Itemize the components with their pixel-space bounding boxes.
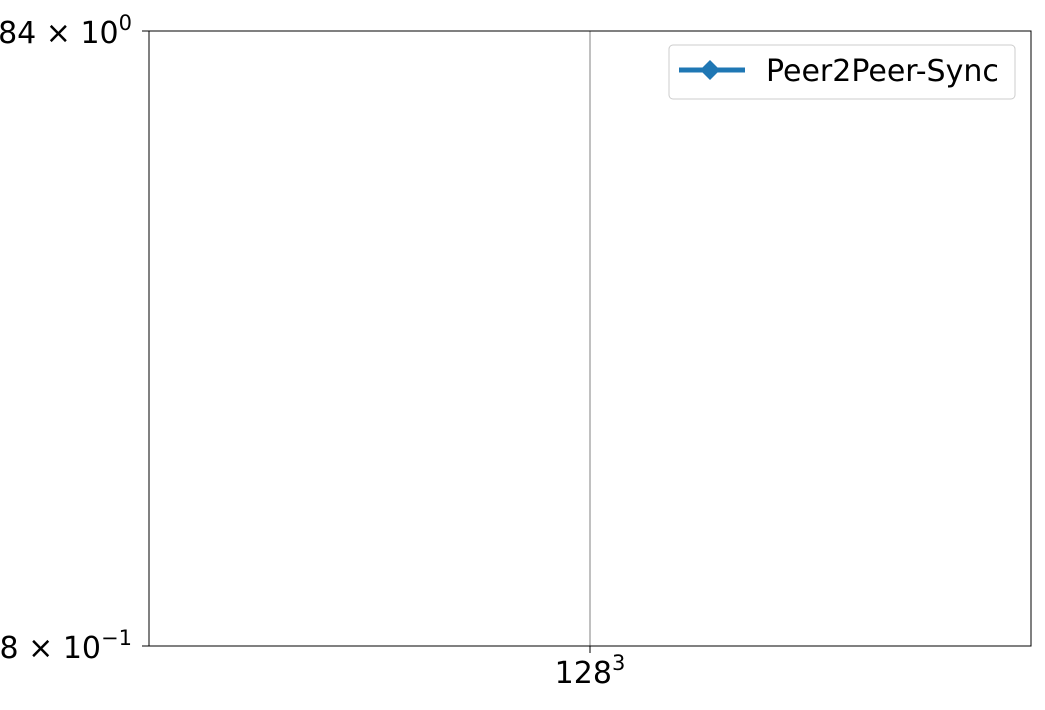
y-axis: 84 × 100 8 × 10−1: [0, 11, 149, 666]
y-tick-label-bottom-mantissa: 8 × 10: [0, 631, 101, 666]
y-tick-label-top-exp: 0: [119, 11, 132, 35]
y-tick-label-top-mantissa: 84 × 10: [0, 16, 119, 51]
x-tick-label-exp: 3: [612, 651, 625, 675]
x-tick-label-base: 128: [555, 656, 612, 691]
legend-label: Peer2Peer-Sync: [766, 54, 999, 89]
legend: Peer2Peer-Sync: [668, 44, 1016, 100]
y-tick-label-bottom: 8 × 10−1: [0, 626, 132, 666]
x-axis: 1283: [555, 646, 626, 691]
x-tick-label: 1283: [555, 651, 626, 691]
y-tick-label-bottom-exp: −1: [101, 626, 132, 650]
legend-diamond-marker: [700, 60, 720, 80]
y-tick-label-top: 84 × 100: [0, 11, 132, 51]
legend-box: [668, 44, 1016, 100]
